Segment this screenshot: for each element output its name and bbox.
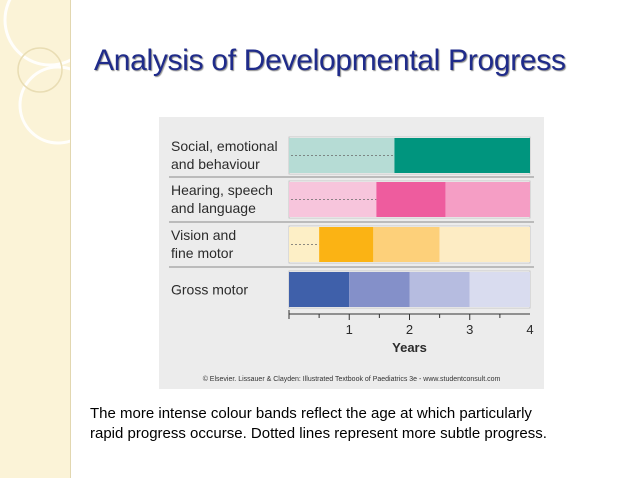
decorative-circles bbox=[3, 0, 70, 145]
slide-caption: The more intense colour bands reflect th… bbox=[90, 404, 630, 444]
band-segment bbox=[394, 138, 530, 173]
x-tick-label: 2 bbox=[406, 322, 413, 337]
row-label: Vision and bbox=[171, 227, 236, 243]
row-label: and language bbox=[171, 200, 256, 216]
x-tick-label: 3 bbox=[466, 322, 473, 337]
caption-line-1: The more intense colour bands reflect th… bbox=[90, 405, 532, 422]
chart-svg: Social, emotional and behaviour Hearing, s… bbox=[169, 136, 534, 355]
band-segment bbox=[319, 227, 374, 262]
development-chart: Social, emotional and behaviour Hearing, s… bbox=[159, 117, 544, 389]
band-segment bbox=[469, 272, 530, 307]
caption-line-2: rapid progress occurse. Dotted lines rep… bbox=[90, 425, 547, 442]
row-label: and behaviour bbox=[171, 156, 260, 172]
band-segment bbox=[409, 272, 470, 307]
x-tick-label: 4 bbox=[526, 322, 533, 337]
band-segment bbox=[439, 227, 530, 262]
band-segment bbox=[289, 272, 350, 307]
row-label: Social, emotional bbox=[171, 138, 278, 154]
chart-credit: © Elsevier. Lissauer & Clayden: Illustra… bbox=[202, 376, 501, 383]
decorative-left-strip bbox=[0, 0, 71, 478]
band-segment bbox=[376, 182, 446, 217]
band-segment bbox=[445, 182, 530, 217]
x-axis-title: Years bbox=[392, 340, 427, 355]
band-segment bbox=[373, 227, 440, 262]
row-label: Gross motor bbox=[171, 282, 248, 298]
x-tick-label: 1 bbox=[346, 322, 353, 337]
row-label: Hearing, speech bbox=[171, 182, 273, 198]
slide-title: Analysis of Developmental Progress bbox=[94, 44, 566, 77]
band-segment bbox=[349, 272, 410, 307]
row-label: fine motor bbox=[171, 245, 234, 261]
